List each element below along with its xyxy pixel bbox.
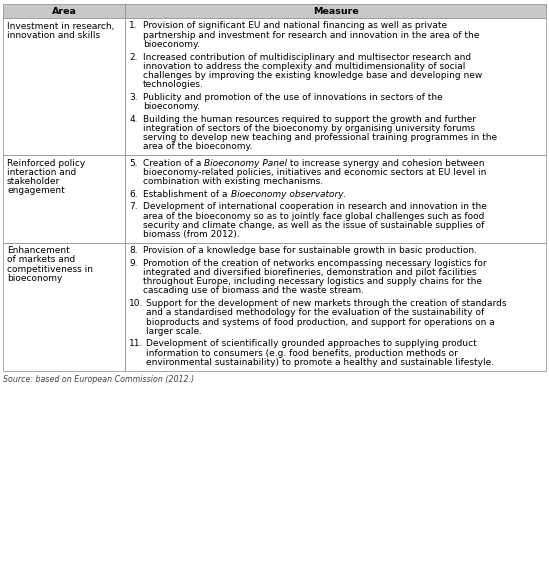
Text: 10.: 10. [129, 299, 143, 308]
Text: integration of sectors of the bioeconomy by organising university forums: integration of sectors of the bioeconomy… [143, 124, 475, 133]
Text: to increase synergy and cohesion between: to increase synergy and cohesion between [288, 158, 485, 168]
Text: Area: Area [52, 6, 76, 15]
Text: larger scale.: larger scale. [146, 327, 202, 336]
Text: competitiveness in: competitiveness in [7, 265, 93, 273]
Text: Provision of significant EU and national financing as well as private: Provision of significant EU and national… [143, 22, 447, 30]
Text: area of the bioeconomy.: area of the bioeconomy. [143, 142, 253, 152]
Text: stakeholder: stakeholder [7, 177, 60, 186]
Text: Support for the development of new markets through the creation of standards: Support for the development of new marke… [146, 299, 507, 308]
Text: innovation and skills: innovation and skills [7, 31, 100, 39]
Text: Enhancement: Enhancement [7, 246, 70, 255]
Text: bioeconomy.: bioeconomy. [143, 40, 200, 49]
Text: environmental sustainability) to promote a healthy and sustainable lifestyle.: environmental sustainability) to promote… [146, 358, 494, 367]
Text: Provision of a knowledge base for sustainable growth in basic production.: Provision of a knowledge base for sustai… [143, 246, 477, 255]
Text: Reinforced policy: Reinforced policy [7, 158, 85, 168]
Text: cascading use of biomass and the waste stream.: cascading use of biomass and the waste s… [143, 287, 364, 296]
Bar [3, 4, 125, 18]
Text: bioeconomy-related policies, initiatives and economic sectors at EU level in: bioeconomy-related policies, initiatives… [143, 168, 486, 177]
Text: integrated and diversified biorefineries, demonstration and pilot facilities: integrated and diversified biorefineries… [143, 268, 477, 277]
Text: serving to develop new teaching and professional training programmes in the: serving to develop new teaching and prof… [143, 133, 497, 142]
Bar [125, 243, 546, 371]
Text: 9.: 9. [129, 259, 138, 268]
Text: biomass (from 2012).: biomass (from 2012). [143, 230, 240, 239]
Text: technologies.: technologies. [143, 80, 204, 89]
Text: 5.: 5. [129, 158, 138, 168]
Bar [3, 18, 125, 155]
Text: innovation to address the complexity and multidimensionality of social: innovation to address the complexity and… [143, 62, 466, 71]
Text: Development of scientifically grounded approaches to supplying product: Development of scientifically grounded a… [146, 340, 477, 348]
Text: Building the human resources required to support the growth and further: Building the human resources required to… [143, 115, 476, 124]
Bar [3, 155, 125, 243]
Text: area of the bioeconomy so as to jointly face global challenges such as food: area of the bioeconomy so as to jointly … [143, 212, 485, 221]
Text: Publicity and promotion of the use of innovations in sectors of the: Publicity and promotion of the use of in… [143, 93, 443, 102]
Text: and a standardised methodology for the evaluation of the sustainability of: and a standardised methodology for the e… [146, 308, 484, 317]
Text: Development of international cooperation in research and innovation in the: Development of international cooperation… [143, 202, 487, 212]
Text: 4.: 4. [129, 115, 138, 124]
Text: bioproducts and systems of food production, and support for operations on a: bioproducts and systems of food producti… [146, 317, 495, 327]
Text: Promotion of the creation of networks encompassing necessary logistics for: Promotion of the creation of networks en… [143, 259, 487, 268]
Text: bioeconomy: bioeconomy [7, 274, 63, 283]
Text: 3.: 3. [129, 93, 138, 102]
Text: security and climate change, as well as the issue of sustainable supplies of: security and climate change, as well as … [143, 221, 485, 230]
Text: Bioeconomy Panel: Bioeconomy Panel [204, 158, 288, 168]
Text: 1.: 1. [129, 22, 138, 30]
Bar [125, 155, 546, 243]
Text: challenges by improving the existing knowledge base and developing new: challenges by improving the existing kno… [143, 71, 483, 80]
Text: 7.: 7. [129, 202, 138, 212]
Text: of markets and: of markets and [7, 256, 75, 264]
Bar [125, 18, 546, 155]
Text: 8.: 8. [129, 246, 138, 255]
Text: Measure: Measure [313, 6, 358, 15]
Text: 2.: 2. [129, 53, 138, 62]
Text: Establishment of a: Establishment of a [143, 190, 231, 198]
Text: Creation of a: Creation of a [143, 158, 204, 168]
Text: Investment in research,: Investment in research, [7, 22, 114, 30]
Bar [3, 243, 125, 371]
Text: Source: based on European Commission (2012.): Source: based on European Commission (20… [3, 375, 194, 384]
Text: 11.: 11. [129, 340, 143, 348]
Text: engagement: engagement [7, 186, 65, 195]
Text: throughout Europe, including necessary logistics and supply chains for the: throughout Europe, including necessary l… [143, 277, 482, 287]
Text: partnership and investment for research and innovation in the area of the: partnership and investment for research … [143, 31, 479, 39]
Text: bioeconomy.: bioeconomy. [143, 102, 200, 111]
Bar [125, 4, 546, 18]
Text: combination with existing mechanisms.: combination with existing mechanisms. [143, 177, 323, 186]
Text: information to consumers (e.g. food benefits, production methods or: information to consumers (e.g. food bene… [146, 349, 458, 358]
Text: 6.: 6. [129, 190, 138, 198]
Text: Increased contribution of multidisciplinary and multisector research and: Increased contribution of multidisciplin… [143, 53, 471, 62]
Text: .: . [343, 190, 346, 198]
Text: Bioeconomy observatory: Bioeconomy observatory [231, 190, 343, 198]
Text: interaction and: interaction and [7, 168, 76, 177]
